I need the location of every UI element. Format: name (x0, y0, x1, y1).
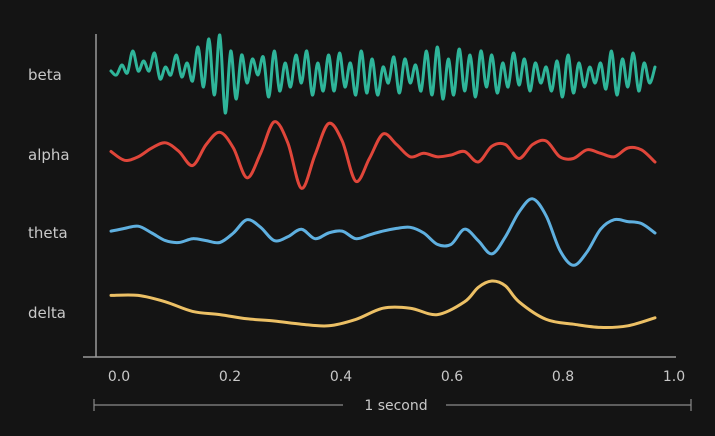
x-tick-label: 1.0 (663, 369, 685, 385)
beta-label: beta (28, 66, 62, 84)
x-tick-label: 0.8 (552, 369, 574, 385)
x-tick-label: 0.2 (219, 369, 241, 385)
time-scale-bar: 1 second (93, 398, 692, 414)
theta-wave-line (109, 197, 657, 267)
band-labels: beta alpha theta delta (28, 66, 70, 322)
x-tick-label: 0.6 (441, 369, 463, 385)
alpha-wave-line (109, 120, 657, 190)
scale-bar-label: 1 second (364, 398, 427, 414)
x-tick-label: 0.0 (108, 369, 130, 385)
delta-wave-line (109, 279, 657, 330)
theta-label: theta (28, 224, 68, 242)
x-tick-labels: 0.0 0.2 0.4 0.6 0.8 1.0 (108, 369, 685, 385)
delta-label: delta (28, 304, 66, 322)
beta-wave-line (109, 33, 657, 115)
alpha-label: alpha (28, 146, 70, 164)
wave-traces (109, 33, 657, 330)
x-tick-label: 0.4 (330, 369, 352, 385)
